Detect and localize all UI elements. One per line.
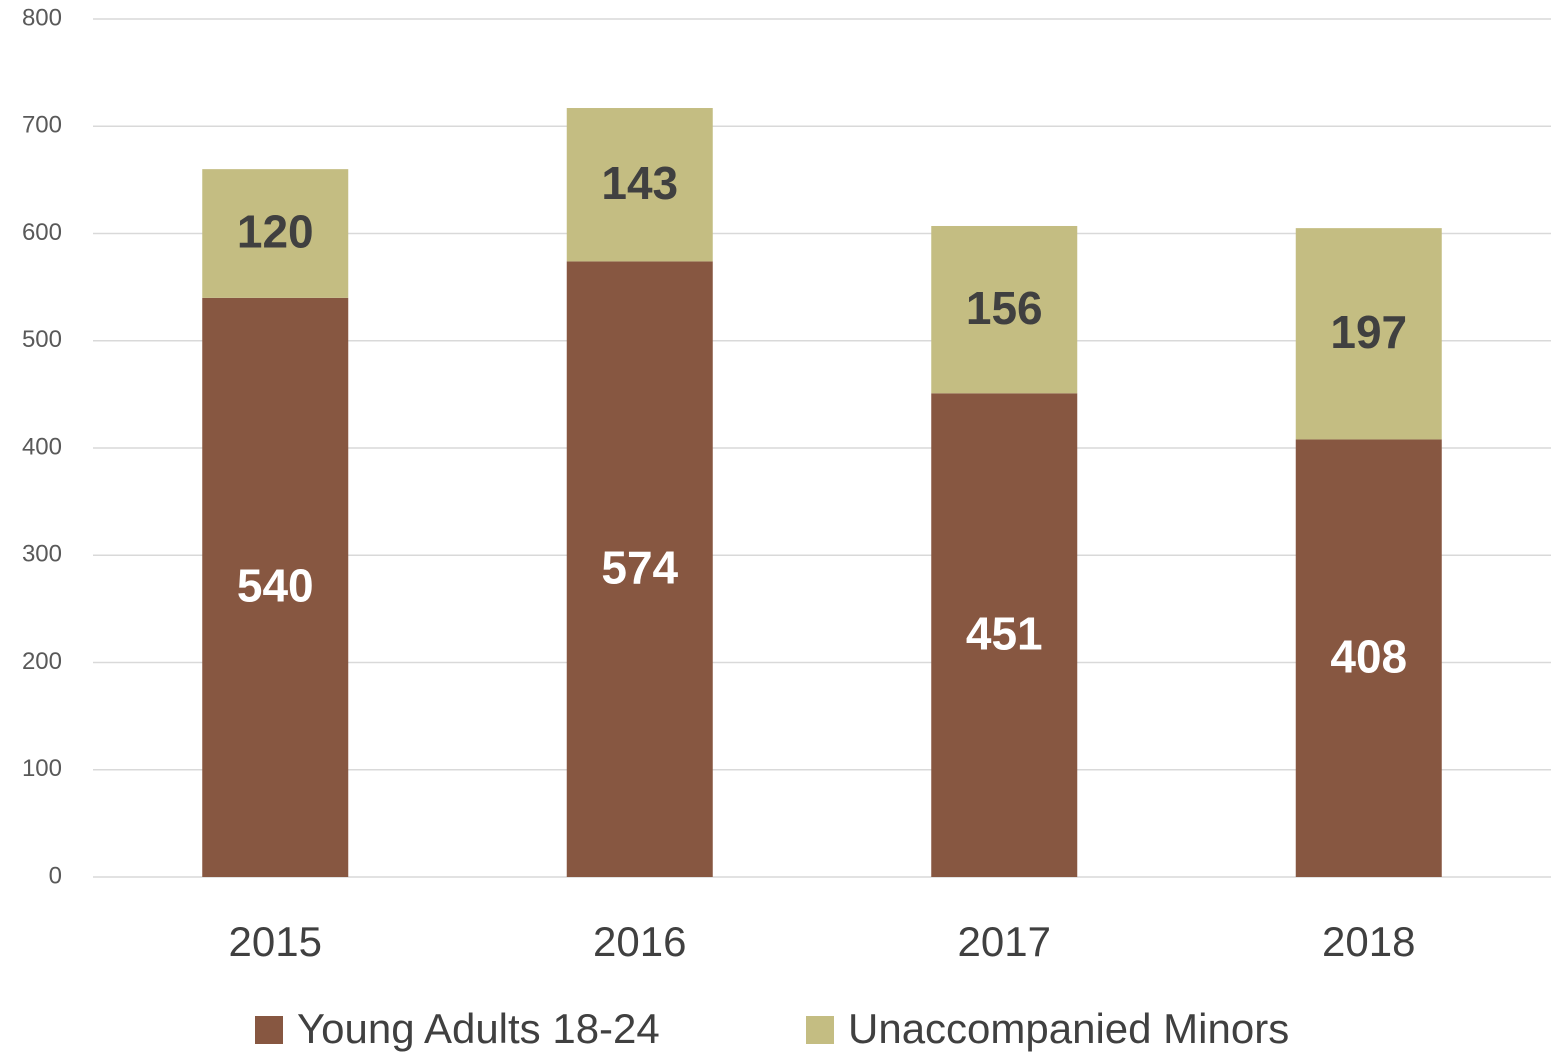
data-label: 120: [237, 206, 314, 258]
bar-segment: [931, 225, 1078, 394]
y-tick-label: 800: [22, 4, 62, 31]
y-tick-label: 700: [22, 112, 62, 139]
data-label: 143: [601, 157, 678, 209]
legend-swatch: [806, 1016, 834, 1044]
x-tick-label: 2015: [229, 918, 322, 965]
bar-segment: [566, 108, 713, 262]
y-tick-label: 300: [22, 541, 62, 568]
y-tick-label: 0: [49, 862, 62, 889]
data-label: 197: [1330, 306, 1407, 358]
bar-segment: [1295, 439, 1442, 877]
y-tick-label: 500: [22, 326, 62, 353]
data-label: 540: [237, 560, 314, 612]
y-tick-label: 600: [22, 219, 62, 246]
x-tick-label: 2017: [958, 918, 1051, 965]
x-tick-label: 2016: [593, 918, 686, 965]
x-tick-label: 2018: [1322, 918, 1415, 965]
data-label: 451: [966, 607, 1043, 659]
legend-swatch: [255, 1016, 283, 1044]
bar-segment: [202, 297, 349, 878]
bar-segment: [931, 393, 1078, 877]
bar-segment: [566, 261, 713, 877]
y-tick-label: 200: [22, 648, 62, 675]
y-tick-label: 100: [22, 755, 62, 782]
y-tick-label: 400: [22, 433, 62, 460]
data-label: 574: [601, 541, 678, 593]
bar-segment: [1295, 228, 1442, 440]
legend-label: Young Adults 18-24: [297, 1005, 660, 1052]
data-label: 156: [966, 282, 1043, 334]
bar-segment: [202, 169, 349, 298]
legend-label: Unaccompanied Minors: [848, 1005, 1289, 1052]
data-label: 408: [1330, 630, 1407, 682]
